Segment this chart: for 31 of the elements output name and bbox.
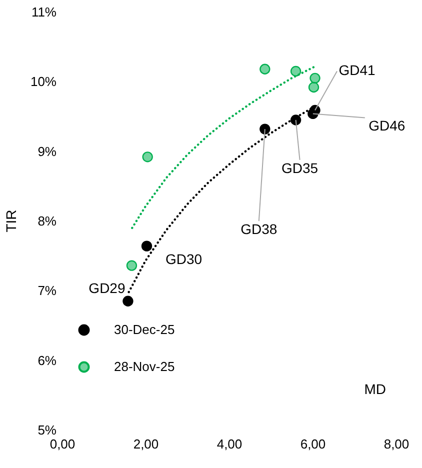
y-axis-title: TIR [3, 210, 19, 232]
x-axis-title: MD [364, 381, 386, 397]
annotation: GD46 [368, 118, 406, 134]
point [308, 82, 320, 93]
x-tick-label: 0,00 [50, 436, 76, 452]
point [142, 152, 153, 162]
y-tick-label: 5% [38, 422, 57, 438]
annotation: GD30 [165, 251, 202, 268]
y-tick-label: 10% [30, 74, 57, 90]
point [260, 124, 270, 134]
y-tick-label: 11% [31, 4, 57, 20]
annotation: GD38 [240, 221, 278, 238]
point [122, 296, 134, 306]
annotation: GD29 [88, 280, 126, 296]
x-tick-label: 4,00 [216, 436, 242, 452]
point [141, 240, 152, 252]
legend-label: 28-Nov-25 [114, 359, 175, 374]
x-tick-label: 8,00 [384, 436, 410, 452]
x-tick-label: 6,00 [300, 436, 326, 452]
point [260, 64, 270, 74]
point [126, 260, 138, 271]
point [290, 66, 302, 77]
y-tick-label: 7% [38, 283, 57, 298]
annotation: GD35 [282, 160, 318, 176]
legend-label: 30-Dec-25 [114, 322, 175, 337]
point [310, 72, 320, 84]
x-tick-label: 2,00 [133, 436, 159, 452]
y-tick-label: 8% [38, 214, 57, 228]
annotation: GD41 [338, 62, 376, 78]
y-tick-label: 9% [38, 144, 57, 159]
y-tick-label: 6% [38, 352, 57, 368]
